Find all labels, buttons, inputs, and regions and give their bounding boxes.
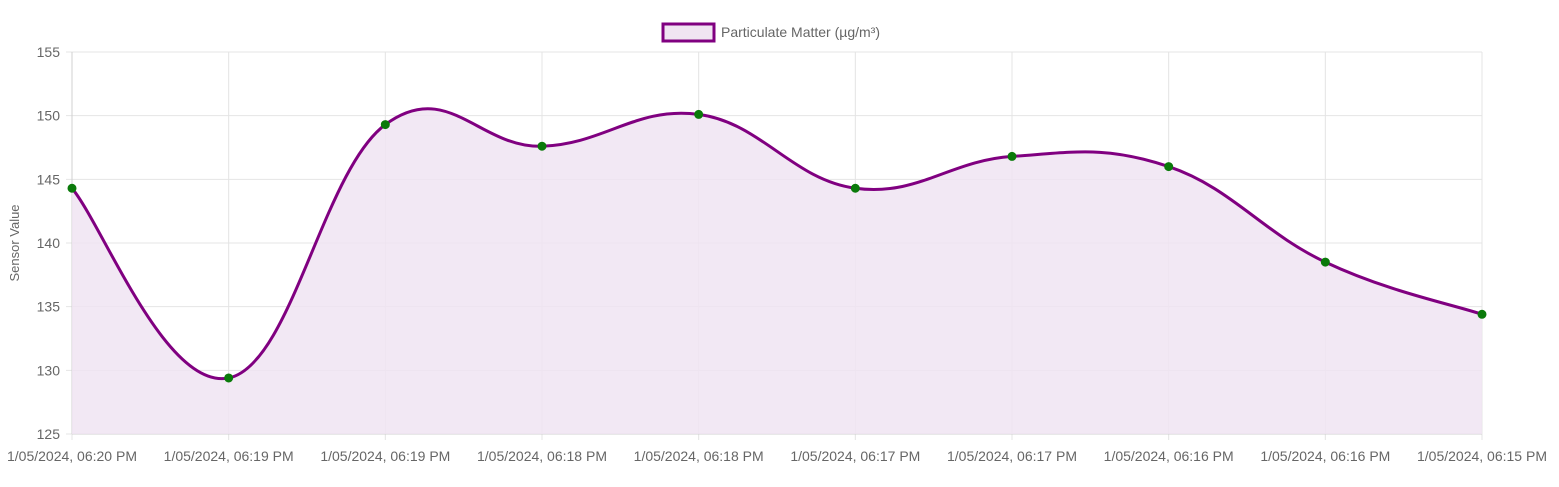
y-tick-label: 130 xyxy=(37,362,61,378)
y-tick-label: 140 xyxy=(37,235,61,251)
x-tick-label: 1/05/2024, 06:17 PM xyxy=(947,448,1077,464)
y-axis-label: Sensor Value xyxy=(7,204,22,281)
x-tick-label: 1/05/2024, 06:19 PM xyxy=(164,448,294,464)
data-point xyxy=(380,120,390,130)
series-area-fill xyxy=(72,108,1482,434)
data-point xyxy=(537,141,547,151)
x-tick-label: 1/05/2024, 06:19 PM xyxy=(320,448,450,464)
x-axis: 1/05/2024, 06:20 PM 1/05/2024, 06:19 PM 1/… xyxy=(7,448,1547,464)
data-point xyxy=(67,183,77,193)
data-point xyxy=(224,373,234,383)
data-point xyxy=(694,109,704,119)
x-tick-label: 1/05/2024, 06:20 PM xyxy=(7,448,137,464)
y-tick-label: 125 xyxy=(37,426,61,442)
x-tick-label: 1/05/2024, 06:18 PM xyxy=(477,448,607,464)
data-point xyxy=(1164,162,1174,172)
data-point xyxy=(1320,257,1330,267)
x-tick-label: 1/05/2024, 06:17 PM xyxy=(790,448,920,464)
x-tick-label: 1/05/2024, 06:16 PM xyxy=(1104,448,1234,464)
x-tick-label: 1/05/2024, 06:18 PM xyxy=(634,448,764,464)
y-axis: 125 130 135 140 145 150 155 xyxy=(37,44,61,442)
y-tick-label: 135 xyxy=(37,299,61,315)
x-tick-label: 1/05/2024, 06:15 PM xyxy=(1417,448,1547,464)
data-point xyxy=(1007,151,1017,161)
legend-swatch xyxy=(661,22,716,43)
series-area xyxy=(70,107,1483,434)
data-point xyxy=(850,183,860,193)
data-point xyxy=(1477,309,1487,319)
y-tick-label: 150 xyxy=(37,108,61,124)
y-tick-label: 145 xyxy=(37,171,61,187)
y-tick-label: 155 xyxy=(37,44,61,60)
legend[interactable]: Particulate Matter (µg/m³) xyxy=(661,22,880,43)
data-points xyxy=(67,109,1487,383)
series-line xyxy=(70,107,1483,381)
legend-label: Particulate Matter (µg/m³) xyxy=(721,24,880,40)
x-tick-label: 1/05/2024, 06:16 PM xyxy=(1260,448,1390,464)
